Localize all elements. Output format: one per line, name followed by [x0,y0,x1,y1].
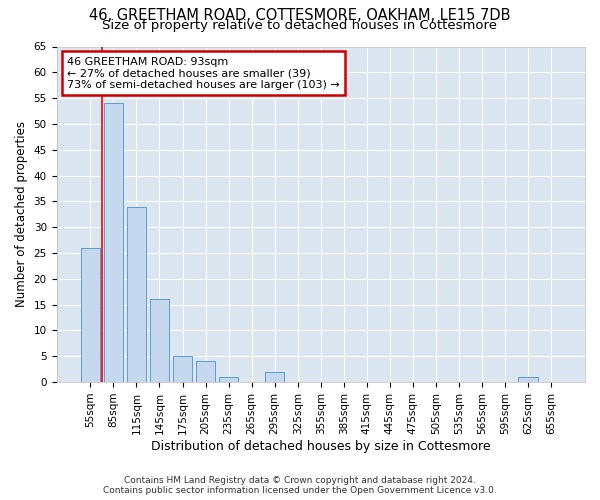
Bar [80,248,100,382]
Bar [104,104,123,382]
Bar [219,377,238,382]
Text: 46 GREETHAM ROAD: 93sqm
← 27% of detached houses are smaller (39)
73% of semi-de: 46 GREETHAM ROAD: 93sqm ← 27% of detache… [67,56,340,90]
Text: Contains HM Land Registry data © Crown copyright and database right 2024.
Contai: Contains HM Land Registry data © Crown c… [103,476,497,495]
Y-axis label: Number of detached properties: Number of detached properties [15,122,28,308]
X-axis label: Distribution of detached houses by size in Cottesmore: Distribution of detached houses by size … [151,440,491,452]
Bar [196,362,215,382]
Bar [265,372,284,382]
Bar [149,300,169,382]
Bar [127,206,146,382]
Text: 46, GREETHAM ROAD, COTTESMORE, OAKHAM, LE15 7DB: 46, GREETHAM ROAD, COTTESMORE, OAKHAM, L… [89,8,511,22]
Bar [173,356,193,382]
Bar [518,377,538,382]
Text: Size of property relative to detached houses in Cottesmore: Size of property relative to detached ho… [103,19,497,32]
